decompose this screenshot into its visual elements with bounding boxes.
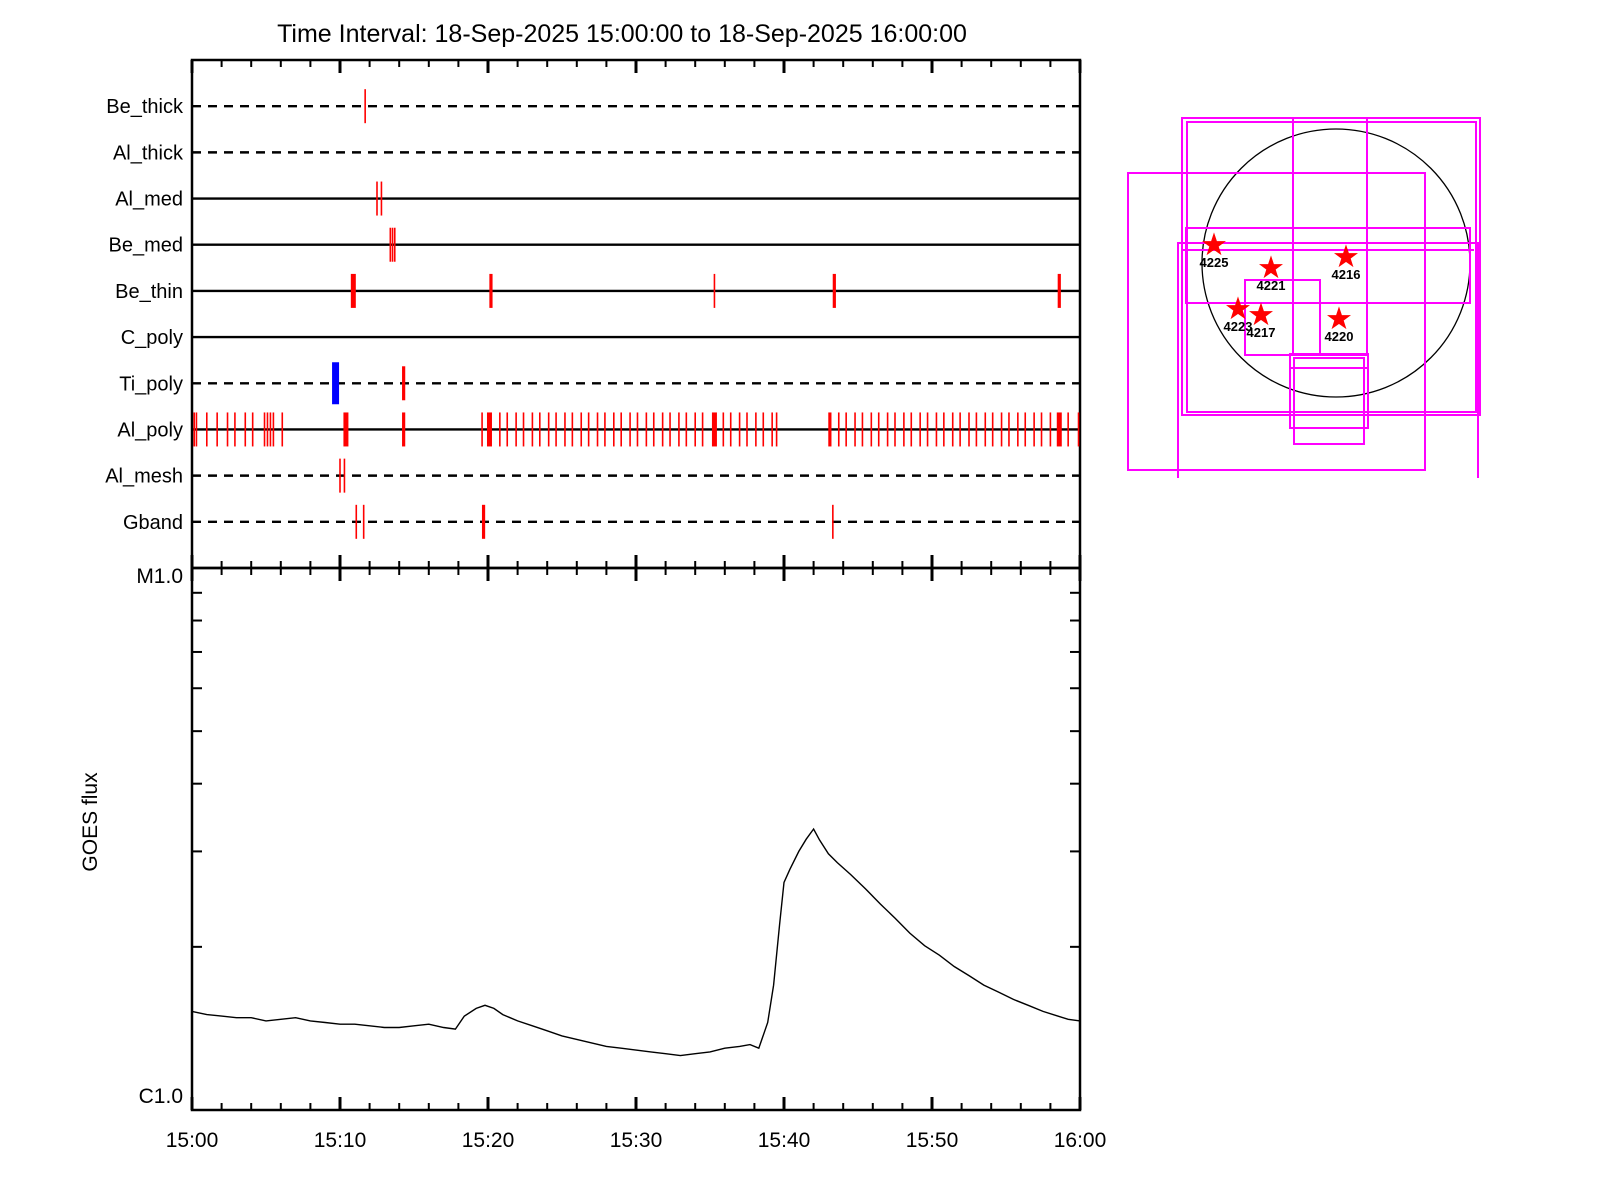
row-label-Al_poly: Al_poly [117,419,183,441]
fov-rect-6 [1244,279,1321,356]
x-axis-label-1510: 15:10 [314,1129,367,1152]
goes-panel-border [190,566,1082,1112]
active-region-star-4216 [1333,244,1359,268]
fov-rect-2 [1127,172,1426,471]
fov-rect-4 [1177,242,1479,478]
x-axis-label-1500: 15:00 [166,1129,219,1152]
active-region-label-4223: 4223 [1224,319,1253,334]
active-region-label-4220: 4220 [1325,329,1354,344]
fov-rect-3 [1185,227,1471,304]
row-label-Al_med: Al_med [115,189,183,211]
fov-rect-9 [1293,357,1365,445]
goes-flux-panel: 15:00 15:10 15:20 15:30 15:40 15:50 16:00 [166,566,1107,1152]
active-region-star-4223 [1225,296,1251,320]
active-region-label-4217: 4217 [1247,325,1276,340]
row-label-Be_thick: Be_thick [106,96,184,118]
active-region-label-4216: 4216 [1332,267,1361,282]
timeline-panel-border [190,58,1082,570]
active-region-label-4225: 4225 [1200,255,1229,270]
fov-rect-7 [1289,353,1369,369]
chart-title: Time Interval: 18-Sep-2025 15:00:00 to 1… [277,20,967,48]
active-region-star-4221 [1258,255,1284,279]
row-label-C_poly: C_poly [121,327,183,349]
goes-y-axis-title: GOES flux [79,772,102,872]
solar-disk [1201,128,1471,398]
row-label-Al_thick: Al_thick [113,142,184,164]
row-label-Ti_poly: Ti_poly [119,373,183,395]
x-axis-label-1550: 15:50 [906,1129,959,1152]
filter-timeline-panel: Be_thick Al_thick Al_med Be_med Be_thin C_pol… [105,58,1082,581]
active-region-label-4221: 4221 [1257,278,1286,293]
active-region-star-4217 [1248,302,1274,326]
active-region-star-4220 [1326,306,1352,330]
fov-rect-5 [1292,117,1368,356]
goes-y-top-label: M1.0 [136,565,183,588]
active-region-star-4225 [1201,232,1227,256]
row-label-Gband: Gband [123,512,183,534]
row-label-Al_mesh: Al_mesh [105,466,183,488]
x-axis-label-1600: 16:00 [1054,1129,1107,1152]
fov-rect-8 [1289,353,1369,429]
x-axis-label-1520: 15:20 [462,1129,515,1152]
row-label-Be_med: Be_med [109,235,184,257]
x-axis-label-1530: 15:30 [610,1129,663,1152]
x-axis-label-1540: 15:40 [758,1129,811,1152]
goes-flux-curve [191,827,1081,1057]
row-label-Be_thin: Be_thin [115,281,183,303]
goes-y-bottom-label: C1.0 [139,1085,183,1108]
